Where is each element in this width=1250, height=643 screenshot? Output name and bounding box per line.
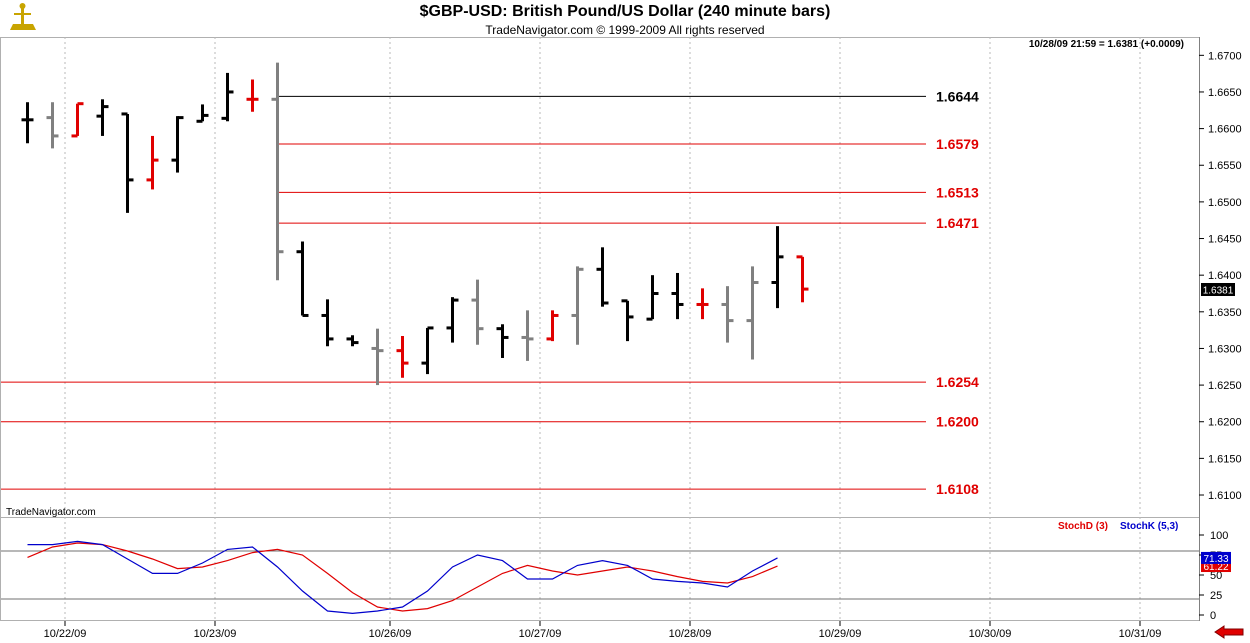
ohlc-bar <box>746 266 759 360</box>
level-label: 1.6200 <box>936 414 979 430</box>
ohlc-bar <box>621 299 634 342</box>
date-tick-label: 10/29/09 <box>819 628 862 640</box>
trade-navigator-logo-icon <box>10 3 36 30</box>
ohlc-bar <box>21 102 34 144</box>
stoch-tick-label: 100 <box>1210 530 1228 542</box>
ohlc-bar <box>471 279 484 345</box>
ohlc-bar <box>71 102 84 138</box>
ohlc-bar <box>221 72 234 122</box>
copyright-subtitle: TradeNavigator.com © 1999-2009 All right… <box>485 23 765 37</box>
ohlc-bar <box>771 226 784 309</box>
stoch-series-line <box>27 542 778 612</box>
ohlc-bar <box>421 326 434 375</box>
level-label: 1.6513 <box>936 184 979 200</box>
date-tick-label: 10/26/09 <box>369 628 412 640</box>
date-tick-label: 10/23/09 <box>194 628 237 640</box>
date-tick-label: 10/22/09 <box>44 628 87 640</box>
price-axis: 1.6700 1.6650 1.6600 1.6550 1.6500 1.6450 1.64… <box>1199 50 1242 502</box>
price-readout: 10/28/09 21:59 = 1.6381 (+0.0009) <box>1029 39 1184 50</box>
last-price-tag: 1.6381 <box>1203 286 1234 297</box>
ohlc-bar <box>296 241 309 317</box>
price-tick-label: 1.6100 <box>1208 490 1242 502</box>
price-panel-frame <box>0 37 1200 518</box>
price-tick-label: 1.6300 <box>1208 343 1242 355</box>
price-tick-label: 1.6450 <box>1208 234 1242 246</box>
ohlc-bar <box>671 272 684 320</box>
ohlc-bar <box>596 247 609 307</box>
price-tick-label: 1.6200 <box>1208 417 1242 429</box>
price-tick-label: 1.6550 <box>1208 160 1242 172</box>
level-label: 1.6579 <box>936 136 979 152</box>
date-tick-label: 10/28/09 <box>669 628 712 640</box>
level-label: 1.6471 <box>936 215 979 231</box>
price-tick-label: 1.6350 <box>1208 307 1242 319</box>
ohlc-bar <box>346 335 359 347</box>
ohlc-bar <box>646 275 659 321</box>
ohlc-bar <box>246 79 259 112</box>
price-tick-label: 1.6150 <box>1208 453 1242 465</box>
ohlc-bar <box>96 99 109 136</box>
ohlc-bar <box>196 104 209 123</box>
ohlc-bar <box>521 310 534 361</box>
price-tick-label: 1.6700 <box>1208 50 1242 62</box>
level-label: 1.6644 <box>936 88 979 104</box>
ohlc-bar <box>796 255 809 303</box>
ohlc-bar <box>171 116 184 173</box>
back-arrow-icon[interactable] <box>1214 625 1244 639</box>
price-tick-label: 1.6400 <box>1208 270 1242 282</box>
price-tick-label: 1.6250 <box>1208 380 1242 392</box>
stoch-series-line <box>27 540 778 615</box>
ohlc-bar <box>396 335 409 378</box>
stoch-value-label: 61.22 <box>1203 562 1228 573</box>
ohlc-bar <box>721 286 734 343</box>
price-bars <box>21 62 809 386</box>
ohlc-bar <box>121 112 134 213</box>
date-tick-label: 10/30/09 <box>969 628 1012 640</box>
date-tick-label: 10/27/09 <box>519 628 562 640</box>
date-axis: 10/22/09 10/23/09 10/26/09 10/27/09 10/28/09… <box>44 621 1162 640</box>
ohlc-bar <box>46 102 59 149</box>
price-tick-label: 1.6600 <box>1208 124 1242 136</box>
ohlc-bar <box>371 328 384 386</box>
ohlc-bar <box>496 324 509 358</box>
stoch-legend-d: StochD (3) <box>1058 521 1108 532</box>
ohlc-bar <box>696 288 709 320</box>
level-label: 1.6108 <box>936 481 979 497</box>
ohlc-bar <box>446 297 459 343</box>
price-tick-label: 1.6500 <box>1208 197 1242 209</box>
stoch-tick-label: 0 <box>1210 610 1216 622</box>
watermark: TradeNavigator.com <box>6 507 96 518</box>
stoch-tick-label: 50 <box>1210 570 1222 582</box>
price-tick-label: 1.6650 <box>1208 87 1242 99</box>
ohlc-bar <box>271 62 284 281</box>
stoch-value-tag <box>1201 551 1231 564</box>
stoch-value-label: 71.33 <box>1203 554 1228 565</box>
ohlc-bar <box>146 135 159 190</box>
stoch-legend-k: StochK (5,3) <box>1120 521 1178 532</box>
level-label: 1.6254 <box>936 374 979 390</box>
stoch-tick-label: 25 <box>1210 590 1222 602</box>
ohlc-bar <box>571 266 584 345</box>
ohlc-bar <box>321 299 334 347</box>
ohlc-bar <box>546 310 559 342</box>
date-tick-label: 10/31/09 <box>1119 628 1162 640</box>
support-resistance-levels: 1.6644 1.6579 1.6513 1.6471 1.6254 1.6200 1.61… <box>1 88 979 497</box>
chart-title: $GBP-USD: British Pound/US Dollar (240 m… <box>419 3 831 20</box>
vertical-gridlines <box>64 37 1141 621</box>
